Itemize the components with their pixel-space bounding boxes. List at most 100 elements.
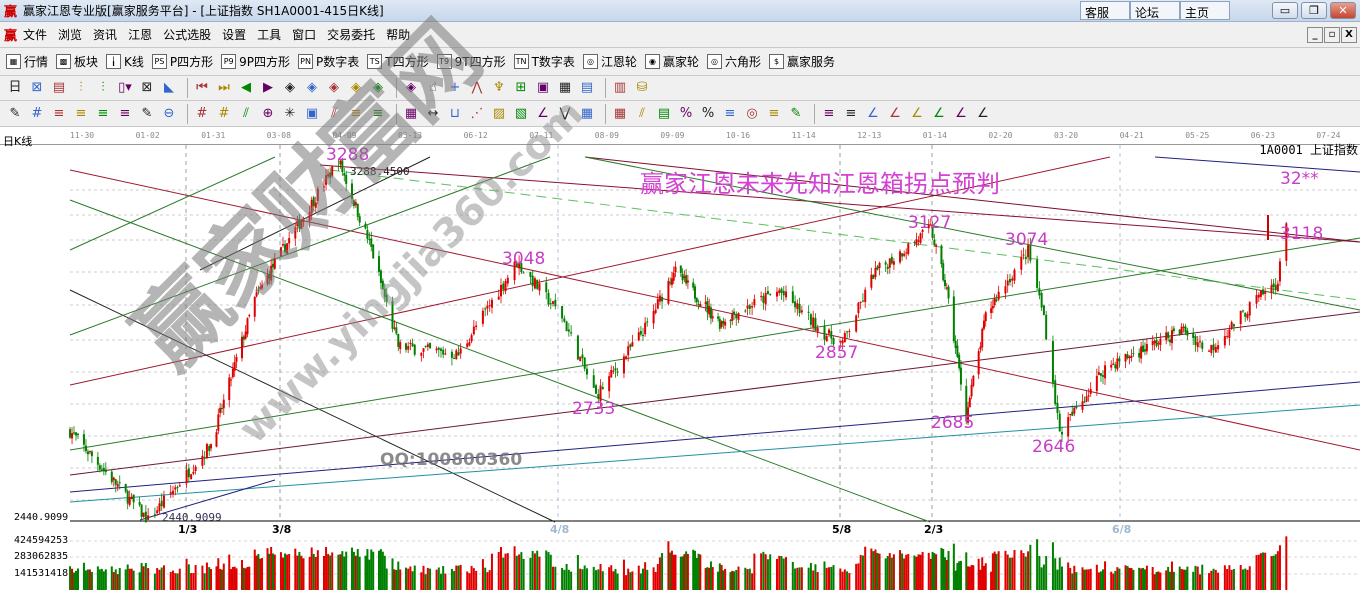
tool-icon[interactable]: ⏭ — [218, 80, 230, 95]
tool-icon[interactable]: ⊖ — [163, 105, 175, 121]
toolbar-button-ps[interactable]: PS P四方形 — [151, 53, 213, 70]
tool-icon[interactable]: ≡ — [372, 105, 384, 121]
menu-tools[interactable]: 工具 — [257, 28, 282, 42]
toolbar-button-p9[interactable]: P9 9P四方形 — [221, 53, 290, 70]
customer-service-button[interactable]: 客服 — [1080, 1, 1130, 20]
toolbar-button-grid[interactable]: ▦ 行情 — [6, 53, 48, 70]
toolbar-button-ts[interactable]: TS T四方形 — [367, 53, 429, 70]
tool-icon[interactable]: ▤ — [52, 80, 66, 95]
tool-icon[interactable]: ⊠ — [141, 80, 153, 95]
tool-icon[interactable]: ◣ — [164, 80, 174, 95]
toolbar-button-blocks[interactable]: ▩ 板块 — [56, 53, 98, 70]
menu-formula-screener[interactable]: 公式选股 — [163, 28, 212, 42]
tool-icon[interactable]: ⏮ — [196, 80, 208, 95]
tool-icon[interactable]: ⫶ — [79, 80, 83, 95]
toolbar-button-dollar[interactable]: $ 赢家服务 — [768, 53, 835, 70]
tool-icon[interactable]: ⫶ — [101, 80, 105, 95]
tool-icon[interactable]: ✎ — [141, 105, 153, 121]
tool-icon[interactable]: ⫽ — [243, 105, 249, 121]
restore-button[interactable]: ❐ — [1301, 2, 1327, 19]
tool-icon[interactable]: ▦ — [558, 80, 572, 95]
menu-gann[interactable]: 江恩 — [128, 28, 153, 42]
tool-icon[interactable]: ▦ — [404, 105, 418, 121]
tool-icon[interactable]: ✳ — [284, 105, 296, 121]
tool-icon[interactable]: ⊕ — [262, 105, 274, 121]
tool-icon[interactable]: ∠ — [955, 105, 967, 121]
menu-settings[interactable]: 设置 — [222, 28, 247, 42]
tool-icon[interactable]: ≡ — [119, 105, 131, 121]
tool-icon[interactable]: ▦ — [613, 105, 627, 121]
tool-icon[interactable]: ♆ — [493, 80, 505, 95]
minimize-button[interactable]: ▭ — [1272, 2, 1298, 19]
toolbar-button-hexagon[interactable]: ◎ 六角形 — [706, 53, 761, 70]
tool-icon[interactable]: ⋁ — [559, 105, 571, 121]
tool-icon[interactable]: ◈ — [406, 80, 416, 95]
mdi-close-button[interactable]: X — [1341, 27, 1357, 43]
tool-icon[interactable]: ≡ — [768, 105, 780, 121]
toolbar-button-tn[interactable]: TN T数字表 — [513, 53, 575, 70]
tool-icon[interactable]: ≡ — [823, 105, 835, 121]
tool-icon[interactable]: ⫽ — [331, 105, 337, 121]
tool-icon[interactable]: ≡ — [845, 105, 857, 121]
tool-icon[interactable]: ✎ — [790, 105, 802, 121]
tool-icon[interactable]: ▣ — [305, 105, 319, 121]
tool-icon[interactable]: ∠ — [911, 105, 923, 121]
mdi-minimize-button[interactable]: _ — [1307, 27, 1323, 43]
menu-help[interactable]: 帮助 — [386, 28, 411, 42]
homepage-button[interactable]: 主页 — [1180, 1, 1230, 20]
tool-icon[interactable]: ▦ — [580, 105, 594, 121]
tool-icon[interactable]: ✎ — [9, 105, 21, 121]
tool-icon[interactable]: + — [449, 80, 461, 95]
tool-icon[interactable]: ∠ — [933, 105, 945, 121]
tool-icon[interactable]: ∠ — [889, 105, 901, 121]
tool-icon[interactable]: ▯▾ — [118, 80, 132, 95]
tool-icon[interactable]: ≡ — [350, 105, 362, 121]
menu-trading[interactable]: 交易委托 — [327, 28, 376, 42]
tool-icon[interactable]: # — [196, 105, 208, 121]
tool-icon[interactable]: ☝ — [429, 80, 437, 95]
tool-icon[interactable]: ≡ — [75, 105, 87, 121]
mdi-restore-button[interactable]: ▫ — [1324, 27, 1340, 43]
tool-icon[interactable]: # — [218, 105, 230, 121]
tool-icon[interactable]: ◎ — [746, 105, 758, 121]
tool-icon[interactable]: ▧ — [514, 105, 528, 121]
tool-icon[interactable]: % — [679, 105, 693, 121]
menu-browse[interactable]: 浏览 — [58, 28, 83, 42]
tool-icon[interactable]: # — [31, 105, 43, 121]
tool-icon[interactable]: ⫽ — [639, 105, 645, 121]
toolbar-button-winner-wheel[interactable]: ◉ 赢家轮 — [644, 53, 699, 70]
tool-icon[interactable]: ▥ — [613, 80, 627, 95]
tool-icon[interactable]: ▨ — [492, 105, 506, 121]
forum-button[interactable]: 论坛 — [1130, 1, 1180, 20]
toolbar-button-pn[interactable]: PN P数字表 — [298, 53, 359, 70]
tool-icon[interactable]: ◈ — [329, 80, 339, 95]
tool-icon[interactable]: ∠ — [977, 105, 989, 121]
tool-icon[interactable]: ≡ — [53, 105, 65, 121]
tool-icon[interactable]: ∠ — [867, 105, 879, 121]
tool-icon[interactable]: 日▾ — [8, 80, 22, 113]
tool-icon[interactable]: ⛁ — [636, 80, 648, 95]
menu-info[interactable]: 资讯 — [93, 28, 118, 42]
tool-icon[interactable]: ⊔ — [449, 105, 461, 121]
tool-icon[interactable]: ⋰ — [470, 105, 484, 121]
toolbar-button-candles[interactable]: ╽ K线 — [106, 53, 144, 70]
tool-icon[interactable]: ▶ — [263, 80, 273, 95]
tool-icon[interactable]: ⊞ — [515, 80, 527, 95]
menu-window[interactable]: 窗口 — [292, 28, 317, 42]
tool-icon[interactable]: ▤ — [580, 80, 594, 95]
tool-icon[interactable]: ▤ — [657, 105, 671, 121]
toolbar-button-t9[interactable]: T9 9T四方形 — [436, 53, 506, 70]
tool-icon[interactable]: ◈ — [351, 80, 361, 95]
tool-icon[interactable]: ◈ — [307, 80, 317, 95]
tool-icon[interactable]: ↔ — [427, 105, 439, 121]
close-button[interactable]: ✕ — [1330, 2, 1356, 19]
tool-icon[interactable]: ◀ — [241, 80, 251, 95]
toolbar-button-gann-wheel[interactable]: ◎ 江恩轮 — [582, 53, 637, 70]
tool-icon[interactable]: ≡ — [724, 105, 736, 121]
tool-icon[interactable]: ◈ — [373, 80, 383, 95]
tool-icon[interactable]: ◈ — [285, 80, 295, 95]
tool-icon[interactable]: ≡ — [97, 105, 109, 121]
tool-icon[interactable]: ∠ — [537, 105, 549, 121]
tool-icon[interactable]: ⊠ — [31, 80, 43, 95]
tool-icon[interactable]: % — [701, 105, 715, 121]
